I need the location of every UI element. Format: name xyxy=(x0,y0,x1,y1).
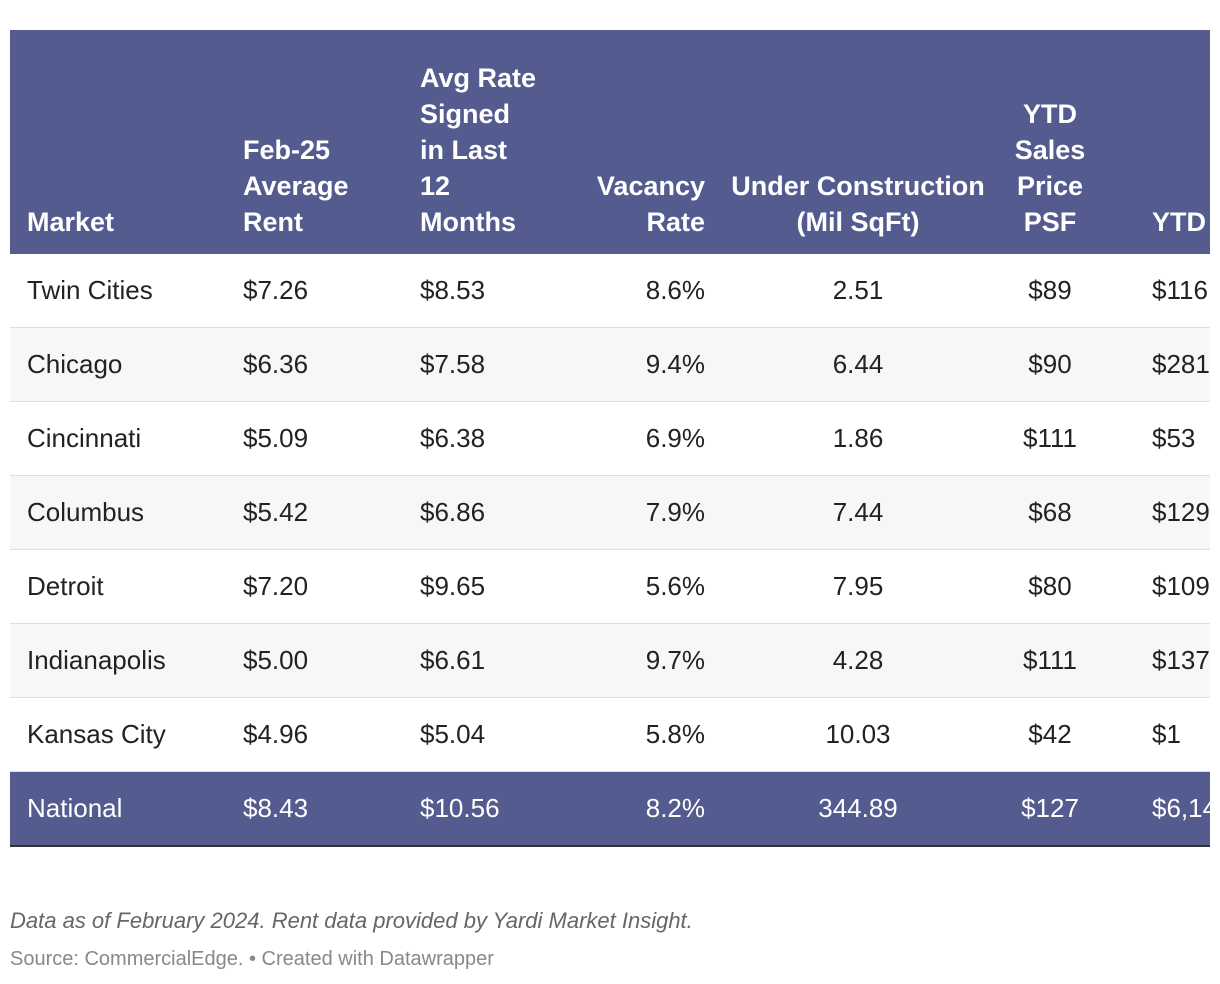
table-cell: 1.86 xyxy=(720,401,996,476)
table-cell: 8.2% xyxy=(553,771,720,847)
table-cell: 344.89 xyxy=(720,771,996,847)
table-cell: $7.58 xyxy=(403,327,553,402)
header-row: Market Feb-25 Average Rent Avg Rate Signed… xyxy=(10,30,1210,254)
table-cell: $8.53 xyxy=(403,254,553,328)
table-cell: $6.86 xyxy=(403,475,553,550)
table-cell: $109 xyxy=(1104,549,1210,624)
table-row: Twin Cities $7.26 $8.53 8.6% 2.51 $89 $116 xyxy=(10,254,1210,328)
table-cell: $10.56 xyxy=(403,771,553,847)
column-header: Under Construction (Mil SqFt) xyxy=(720,30,996,254)
table-cell: $137 xyxy=(1104,623,1210,698)
table-cell: $6.38 xyxy=(403,401,553,476)
table-cell: Columbus xyxy=(10,475,226,550)
table-cell: $127 xyxy=(996,771,1104,847)
data-table: Market Feb-25 Average Rent Avg Rate Signed… xyxy=(10,30,1210,847)
table-cell: 9.4% xyxy=(553,327,720,402)
table-cell: $281 xyxy=(1104,327,1210,402)
table-row: Cincinnati $5.09 $6.38 6.9% 1.86 $111 $53 xyxy=(10,401,1210,476)
table-cell: Twin Cities xyxy=(10,254,226,328)
table-cell: 2.51 xyxy=(720,254,996,328)
table-cell: $111 xyxy=(996,623,1104,698)
table-row: Detroit $7.20 $9.65 5.6% 7.95 $80 $109 xyxy=(10,549,1210,624)
table-cell: National xyxy=(10,771,226,847)
table-cell: 4.28 xyxy=(720,623,996,698)
column-header: YTD Sales (Mil) xyxy=(1104,30,1210,254)
table-cell: $5.00 xyxy=(226,623,403,698)
table-cell: 9.7% xyxy=(553,623,720,698)
table-cell: $6.36 xyxy=(226,327,403,402)
table-cell: 6.9% xyxy=(553,401,720,476)
table-cell: 7.95 xyxy=(720,549,996,624)
table-cell: $4.96 xyxy=(226,697,403,772)
column-header: Vacancy Rate xyxy=(553,30,720,254)
table-cell: 7.44 xyxy=(720,475,996,550)
table-cell: $5.09 xyxy=(226,401,403,476)
table-cell: $7.20 xyxy=(226,549,403,624)
table-cell: $1 xyxy=(1104,697,1210,772)
table-cell: Cincinnati xyxy=(10,401,226,476)
table-cell: $89 xyxy=(996,254,1104,328)
column-header: YTD Sales Price PSF xyxy=(996,30,1104,254)
table-container: Market Feb-25 Average Rent Avg Rate Signed… xyxy=(10,30,1210,847)
column-header: Avg Rate Signed in Last 12 Months xyxy=(403,30,553,254)
table-cell: 5.6% xyxy=(553,549,720,624)
table-cell: $6,14 xyxy=(1104,771,1210,847)
table-cell: $116 xyxy=(1104,254,1210,328)
table-cell: 10.03 xyxy=(720,697,996,772)
table-row: Columbus $5.42 $6.86 7.9% 7.44 $68 $129 xyxy=(10,475,1210,550)
table-row: Kansas City $4.96 $5.04 5.8% 10.03 $42 $1 xyxy=(10,697,1210,772)
table-cell: $5.42 xyxy=(226,475,403,550)
table-cell: $90 xyxy=(996,327,1104,402)
table-cell: $80 xyxy=(996,549,1104,624)
table-cell: 7.9% xyxy=(553,475,720,550)
table-cell: 8.6% xyxy=(553,254,720,328)
table-cell: $5.04 xyxy=(403,697,553,772)
table-cell: $42 xyxy=(996,697,1104,772)
table-row: National $8.43 $10.56 8.2% 344.89 $127 $6,14 xyxy=(10,771,1210,847)
table-cell: $129 xyxy=(1104,475,1210,550)
table-cell: 6.44 xyxy=(720,327,996,402)
table-body: Twin Cities $7.26 $8.53 8.6% 2.51 $89 $116 Chic… xyxy=(10,254,1210,847)
table-cell: $8.43 xyxy=(226,771,403,847)
table-cell: $68 xyxy=(996,475,1104,550)
table-cell: Indianapolis xyxy=(10,623,226,698)
source: Source: CommercialEdge. • Created with D… xyxy=(10,948,494,970)
table-cell: $7.26 xyxy=(226,254,403,328)
column-header: Feb-25 Average Rent xyxy=(226,30,403,254)
footnote: Data as of February 2024. Rent data prov… xyxy=(10,908,693,933)
table-cell: $53 xyxy=(1104,401,1210,476)
column-header: Market xyxy=(10,30,226,254)
table-cell: $9.65 xyxy=(403,549,553,624)
table-row: Chicago $6.36 $7.58 9.4% 6.44 $90 $281 xyxy=(10,327,1210,402)
table-cell: Kansas City xyxy=(10,697,226,772)
table-cell: Chicago xyxy=(10,327,226,402)
table-cell: $111 xyxy=(996,401,1104,476)
table-cell: $6.61 xyxy=(403,623,553,698)
table-cell: Detroit xyxy=(10,549,226,624)
table-row: Indianapolis $5.00 $6.61 9.7% 4.28 $111 $137 xyxy=(10,623,1210,698)
table-cell: 5.8% xyxy=(553,697,720,772)
